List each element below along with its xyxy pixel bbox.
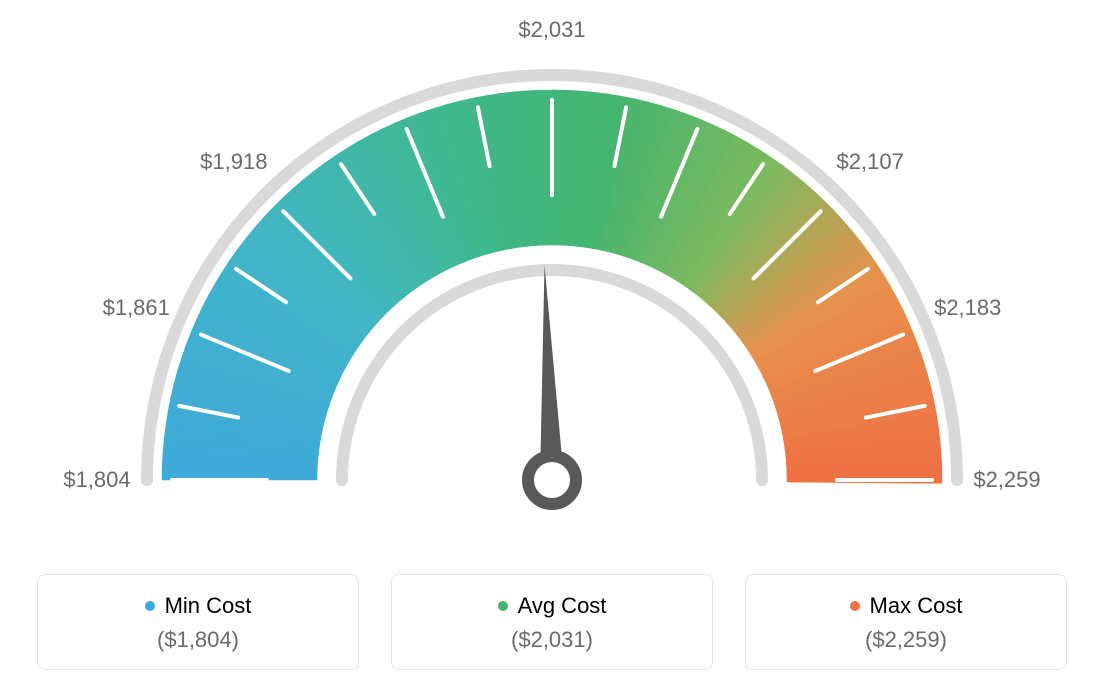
legend-label-avg: Avg Cost [518, 593, 607, 619]
legend-value-min: ($1,804) [48, 627, 348, 653]
legend-header-min: Min Cost [145, 593, 252, 619]
legend-row: Min Cost ($1,804) Avg Cost ($2,031) Max … [0, 574, 1104, 670]
legend-label-min: Min Cost [165, 593, 252, 619]
legend-header-max: Max Cost [850, 593, 963, 619]
legend-value-avg: ($2,031) [402, 627, 702, 653]
gauge-tick-label: $1,918 [200, 149, 267, 175]
gauge-svg [0, 0, 1104, 540]
legend-dot-min [145, 601, 155, 611]
gauge-tick-label: $2,183 [934, 295, 1001, 321]
legend-card-min: Min Cost ($1,804) [37, 574, 359, 670]
gauge-tick-label: $1,804 [63, 467, 130, 493]
legend-label-max: Max Cost [870, 593, 963, 619]
gauge-tick-label: $2,259 [973, 467, 1040, 493]
gauge-chart: $1,804 $1,861 $1,918 $2,031 $2,107 $2,183 $2,2… [0, 0, 1104, 540]
legend-dot-max [850, 601, 860, 611]
gauge-tick-label: $2,031 [518, 17, 585, 43]
gauge-tick-label: $2,107 [837, 149, 904, 175]
legend-card-max: Max Cost ($2,259) [745, 574, 1067, 670]
legend-card-avg: Avg Cost ($2,031) [391, 574, 713, 670]
legend-header-avg: Avg Cost [498, 593, 607, 619]
legend-dot-avg [498, 601, 508, 611]
gauge-tick-label: $1,861 [103, 295, 170, 321]
chart-stage: $1,804 $1,861 $1,918 $2,031 $2,107 $2,183 $2,2… [0, 0, 1104, 690]
legend-value-max: ($2,259) [756, 627, 1056, 653]
